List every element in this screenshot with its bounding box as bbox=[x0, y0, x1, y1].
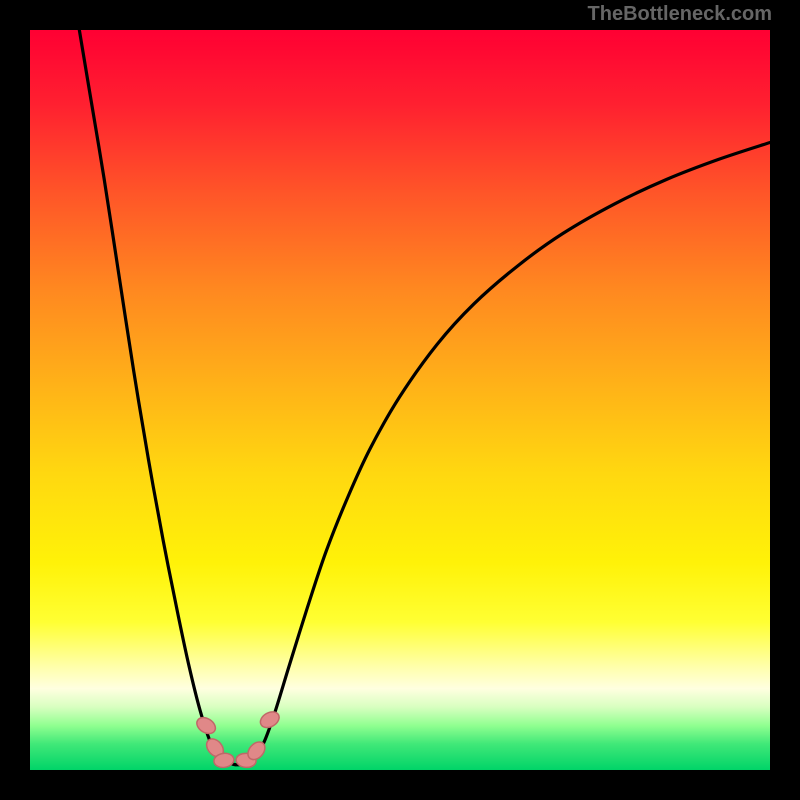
watermark-text: TheBottleneck.com bbox=[588, 3, 772, 26]
plot-area bbox=[30, 30, 770, 770]
chart-frame: TheBottleneck.com bbox=[0, 0, 800, 800]
gradient-background bbox=[30, 30, 770, 770]
